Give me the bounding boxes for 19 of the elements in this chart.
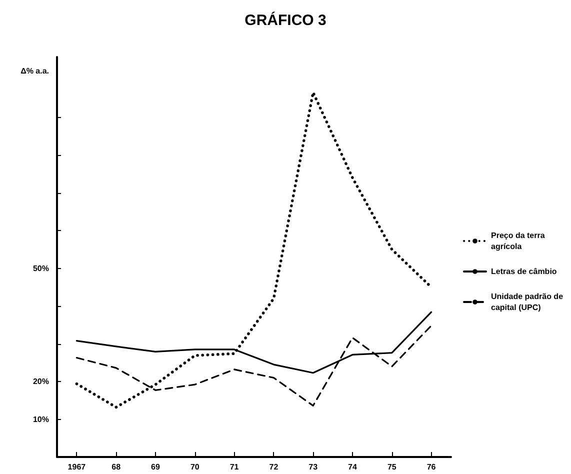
x-tick-label: 73 [308,462,318,472]
x-tick-label: 74 [348,462,358,472]
legend-label: Unidade padrão de capital (UPC) [491,292,566,312]
y-axis-title: Δ% a.a. [20,66,49,76]
line-series [75,91,433,409]
x-tick-label: 75 [387,462,397,472]
x-tick-label: 76 [426,462,436,472]
x-tick-label: 1967 [68,462,86,472]
x-tick-label: 68 [112,462,122,472]
x-tick-label: 69 [151,462,160,472]
x-tick-label: 71 [230,462,240,472]
chart-title: GRÁFICO 3 [244,11,326,29]
x-tick-label: 72 [269,462,279,472]
legend-label: Letras de câmbio [491,267,557,276]
y-tick-label: 50% [32,264,49,273]
legend-label: Preço da terra agrícola [491,231,548,251]
y-tick-label: 20% [32,377,49,386]
y-tick-label: 10% [32,414,49,424]
x-tick-label: 70 [190,462,200,472]
